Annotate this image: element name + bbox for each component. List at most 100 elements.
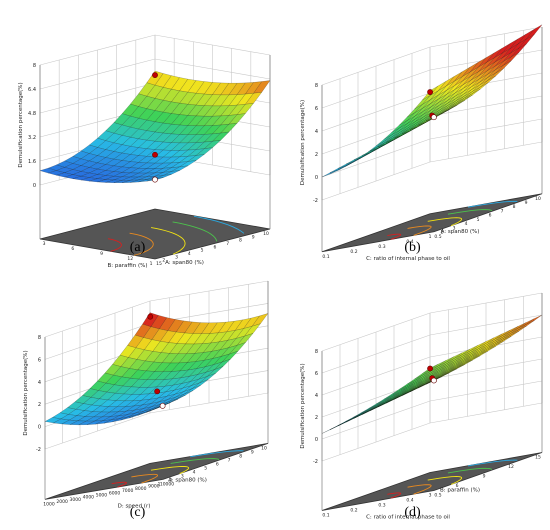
design-point — [147, 313, 154, 320]
x-tick-label: 9 — [252, 234, 255, 240]
caption-b: (b) — [404, 240, 421, 255]
wall-gridline — [321, 141, 543, 201]
x-tick-label: 4 — [193, 469, 196, 475]
y-tick-label: 9000 — [148, 484, 160, 490]
caption-a: (a) — [129, 240, 146, 255]
contour-line — [447, 467, 493, 474]
caption-c: (c) — [129, 505, 146, 520]
surface-patch — [526, 24, 543, 40]
panel-d: -2 0 2 4 6 8 Demulsification percentage(%) 3 6 9 1… — [275, 265, 550, 530]
x-tick-label: 9 — [483, 474, 486, 480]
contour-line — [468, 459, 518, 467]
y-tick-label: 2000 — [56, 499, 68, 505]
floor-contours — [387, 200, 518, 240]
surface-plot-b: -2 0 2 4 6 8 Demulsification percentage(%) 1 2 3 4… — [300, 24, 543, 262]
design-points — [427, 89, 437, 121]
wall-gridline — [321, 314, 543, 374]
x-axis-label: A: span80 (%) — [165, 260, 204, 266]
wall-gridline — [321, 380, 543, 440]
z-tick-label: 8 — [33, 63, 36, 69]
x-tick-label: 6 — [216, 461, 219, 467]
x-tick-label: 1 — [158, 481, 161, 487]
contour-line — [170, 458, 220, 464]
z-tick-label: 4.8 — [28, 111, 36, 117]
z-tick-label: 6 — [315, 106, 318, 112]
floor-contours — [111, 450, 244, 488]
contour-floor — [321, 193, 543, 253]
x-tick-label: 10 — [263, 231, 269, 237]
response-surface — [321, 24, 543, 178]
x-tick-label: 3 — [175, 254, 178, 260]
y-tick-label: 0.1 — [322, 513, 329, 519]
surface-patch — [377, 399, 394, 408]
z-tick-label: 2 — [315, 415, 318, 421]
floor-contours — [107, 215, 245, 256]
z-tick-label: -2 — [313, 459, 318, 465]
z-axis-label: Demulsification percentage(%) — [300, 100, 306, 185]
contour-line — [172, 221, 218, 242]
contour-floor — [321, 452, 543, 511]
x-axis-label: A: span80 (%) — [441, 229, 480, 235]
contour-floor — [44, 443, 269, 500]
x-tick-label: 2 — [441, 230, 444, 236]
response-surface — [44, 312, 269, 426]
x-tick-label: 3 — [453, 225, 456, 231]
x-tick-label: 9 — [525, 200, 528, 206]
x-tick-label: 8 — [239, 453, 242, 459]
wall-gridline — [321, 336, 543, 396]
z-tick-label: 8 — [315, 83, 318, 89]
contour-line — [111, 481, 127, 488]
y-axis-label: C: ratio of internal phase to oil — [366, 256, 450, 262]
y-tick-label: 0.2 — [350, 508, 357, 514]
x-tick-label: 10 — [535, 196, 541, 202]
z-tick-label: 0 — [33, 183, 36, 189]
x-axis-label: A: span80 (%) — [168, 477, 207, 483]
contour-line — [427, 217, 463, 227]
floor-contours — [387, 459, 518, 499]
y-axis-label: B: paraffin (%) — [108, 263, 148, 269]
contour-line — [190, 450, 244, 458]
surface-plot-c: -2 0 2 4 6 8 Demulsification percentage(%) 1 2 3 4… — [23, 280, 269, 509]
x-tick-label: 8 — [239, 238, 242, 244]
y-tick-label: 6 — [71, 246, 74, 252]
y-tick-label: 3 — [43, 241, 46, 247]
y-tick-label: 0.5 — [434, 493, 441, 499]
design-point — [152, 176, 158, 183]
z-tick-label: -2 — [36, 447, 41, 453]
surface-plot-a: 0 1.6 3.2 4.8 6.4 8 Demulsification percentage… — [18, 34, 271, 269]
x-tick-label: 1 — [150, 261, 153, 267]
z-axis-label: Demulsification percentage(%) — [18, 82, 24, 167]
z-tick-label: 6 — [38, 357, 41, 363]
design-points — [147, 313, 166, 409]
panel-b: -2 0 2 4 6 8 Demulsification percentage(%) 1 2 3 4… — [275, 0, 550, 265]
y-tick-label: 1000 — [43, 501, 55, 507]
wall-gridline — [321, 292, 543, 352]
design-point — [152, 72, 158, 78]
surface-patch — [329, 421, 346, 430]
design-point — [159, 402, 166, 409]
z-tick-label: 0 — [38, 425, 41, 431]
z-tick-label: 8 — [38, 335, 41, 341]
design-point — [427, 89, 433, 95]
contour-line — [407, 225, 432, 236]
x-tick-label: 9 — [251, 449, 254, 455]
z-tick-label: 4 — [315, 129, 318, 135]
x-tick-label: 1 — [429, 234, 432, 240]
x-tick-label: 8 — [513, 204, 516, 210]
z-tick-label: 1.6 — [28, 159, 36, 165]
x-tick-label: 6 — [489, 213, 492, 219]
design-points — [152, 72, 158, 183]
y-tick-label: 5000 — [96, 493, 108, 499]
z-tick-label: 3.2 — [28, 135, 36, 141]
y-tick-label: 0.4 — [406, 239, 413, 245]
z-tick-label: 6.4 — [28, 87, 36, 93]
caption-d: (d) — [404, 505, 421, 520]
x-tick-label: 5 — [477, 217, 480, 223]
z-tick-label: 0 — [315, 437, 318, 443]
z-tick-label: 0 — [315, 175, 318, 181]
x-tick-label: 2 — [169, 477, 172, 483]
contour-line — [151, 227, 186, 255]
y-tick-label: 3000 — [69, 497, 81, 503]
design-point — [430, 377, 437, 384]
